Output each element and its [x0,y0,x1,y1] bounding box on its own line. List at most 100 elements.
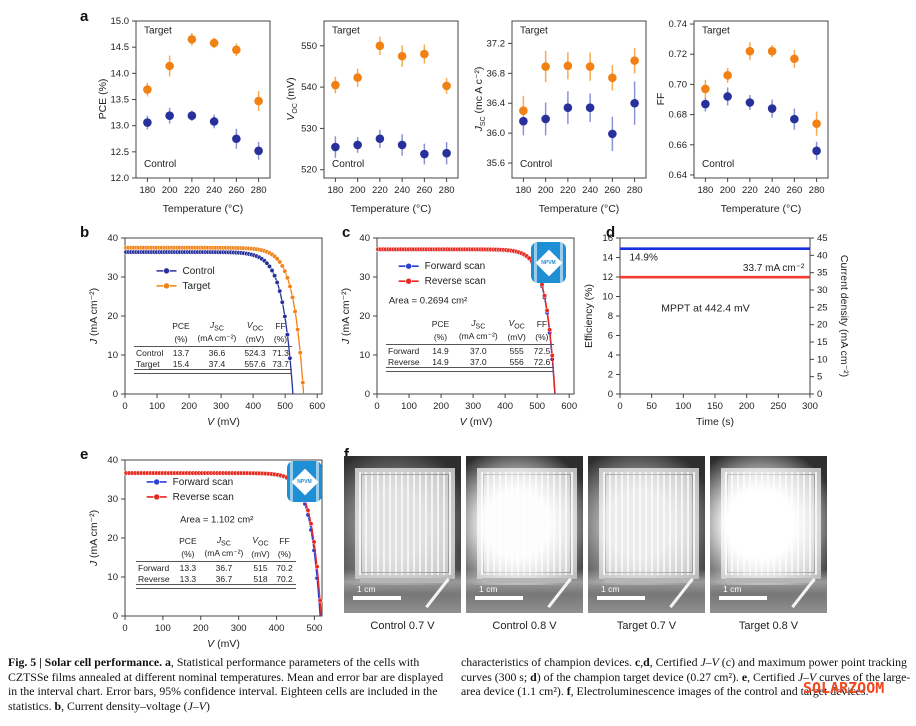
svg-text:12.5: 12.5 [111,147,130,158]
svg-text:550: 550 [301,41,317,52]
svg-text:240: 240 [394,185,410,196]
svg-text:0: 0 [113,389,118,400]
el-glow [466,456,583,585]
svg-text:15.0: 15.0 [111,16,130,27]
svg-text:Control: Control [144,159,176,170]
svg-text:36.8: 36.8 [487,68,506,79]
scale-label: 1 cm [357,584,376,594]
svg-text:14.5: 14.5 [111,42,130,53]
svg-text:200: 200 [433,401,449,412]
svg-text:14.0: 14.0 [111,68,130,79]
svg-text:300: 300 [231,623,247,634]
stage-reflection [604,578,693,583]
svg-text:600: 600 [309,401,325,412]
jv-b-inset-table: PCE JSC VOC FF (%) (mA cm⁻²) (mV) (%) Co… [134,319,292,375]
el-photo: 1 cm [466,456,583,613]
svg-text:10: 10 [602,292,613,303]
table-row: Reverse 14.9 37.0 556 72.6 [386,356,554,369]
svg-text:20: 20 [107,533,118,544]
svg-text:220: 220 [742,185,758,196]
el-photo: 1 cm [710,456,827,613]
svg-text:100: 100 [675,401,691,412]
svg-text:260: 260 [416,185,432,196]
el-image-label: Control 0.7 V [370,620,435,632]
svg-text:400: 400 [497,401,513,412]
stage-reflection [360,578,449,583]
svg-text:180: 180 [139,185,155,196]
scale-bar [353,596,401,600]
svg-text:0: 0 [608,389,613,400]
scale-bar [475,596,523,600]
mppt-ylabel: Efficiency (%) [583,284,595,348]
svg-text:0: 0 [365,389,370,400]
svg-text:Forward scan: Forward scan [425,261,486,272]
svg-text:240: 240 [206,185,222,196]
svg-text:260: 260 [228,185,244,196]
jsc-xlabel: Temperature (°C) [538,203,620,215]
el-image-label: Control 0.8 V [492,620,557,632]
svg-text:200: 200 [538,185,554,196]
svg-text:100: 100 [155,623,171,634]
panel-letter-d: d [606,224,616,241]
device-cell [355,468,455,579]
svg-text:200: 200 [350,185,366,196]
svg-text:500: 500 [529,401,545,412]
svg-text:20: 20 [817,320,828,331]
svg-text:Forward scan: Forward scan [173,477,234,488]
svg-text:180: 180 [697,185,713,196]
jv-e-inset-table: PCE JSC VOC FF (%) (mA cm⁻²) (mV) (%) Fo… [136,534,296,590]
table-row: Reverse 13.3 36.7 518 70.2 [136,573,296,586]
svg-text:13.5: 13.5 [111,95,130,106]
svg-text:20: 20 [107,311,118,322]
table-row: Target 15.4 37.4 557.6 73.7 [134,358,292,371]
el-image-label: Target 0.8 V [738,620,799,632]
svg-text:12.0: 12.0 [111,173,130,184]
svg-text:Control: Control [520,159,552,170]
jv-c-inset-table: PCE JSC VOC FF (%) (mA cm⁻²) (mV) (%) Fo… [386,317,554,373]
svg-text:300: 300 [465,401,481,412]
chart-pce: 12.0 12.5 13.0 13.5 14.0 14.5 15.0 180 200 220 240… [76,9,276,224]
svg-text:150: 150 [707,401,723,412]
svg-text:Control: Control [332,159,364,170]
mppt-xlabel: Time (s) [695,416,735,428]
svg-text:0: 0 [113,611,118,622]
chart-jv-e: 0 10 20 30 40 0 100 200 300 400 500 Forward scan Rev… [78,450,334,656]
svg-text:4: 4 [608,350,613,361]
pce-ylabel: PCE (%) [96,78,109,120]
svg-text:300: 300 [213,401,229,412]
svg-text:40: 40 [107,455,118,466]
scale-bar [597,596,645,600]
svg-text:0.74: 0.74 [669,19,688,30]
svg-text:16: 16 [602,233,613,244]
svg-text:280: 280 [439,185,455,196]
npvm-certification-badge: NPVM [287,461,322,502]
svg-text:30: 30 [359,272,370,283]
svg-text:40: 40 [359,233,370,244]
svg-text:14: 14 [602,253,613,264]
svg-text:35.6: 35.6 [487,158,506,169]
table-row: Control 13.7 36.6 524.3 71.3 [136,347,289,358]
svg-text:30: 30 [107,494,118,505]
svg-text:500: 500 [277,401,293,412]
voc-ylabel: VOC (mV) [284,77,300,121]
ff-ylabel: FF [654,92,667,106]
svg-text:100: 100 [401,401,417,412]
svg-text:10: 10 [107,572,118,583]
el-image-row: 1 cm Control 0.7 V 1 cm Control 0.8 V [344,456,827,632]
svg-text:30: 30 [817,285,828,296]
svg-text:400: 400 [269,623,285,634]
svg-text:0: 0 [817,389,822,400]
svg-text:200: 200 [162,185,178,196]
panel-letter-a: a [80,8,89,25]
svg-text:36.0: 36.0 [487,128,506,139]
svg-text:240: 240 [582,185,598,196]
el-image-control-0.8V: 1 cm Control 0.8 V [466,456,583,632]
svg-text:180: 180 [327,185,343,196]
stage-reflection [482,578,571,583]
figure-caption-left: Fig. 5 | Solar cell performance. a, Stat… [8,655,444,713]
jsc-chart-svg: 35.6 36.0 36.4 36.8 37.2 180 200 220 240 260 280 Ta… [487,20,647,196]
stage-reflection [726,578,815,583]
svg-text:540: 540 [301,82,317,93]
el-image-label: Target 0.7 V [616,620,677,632]
